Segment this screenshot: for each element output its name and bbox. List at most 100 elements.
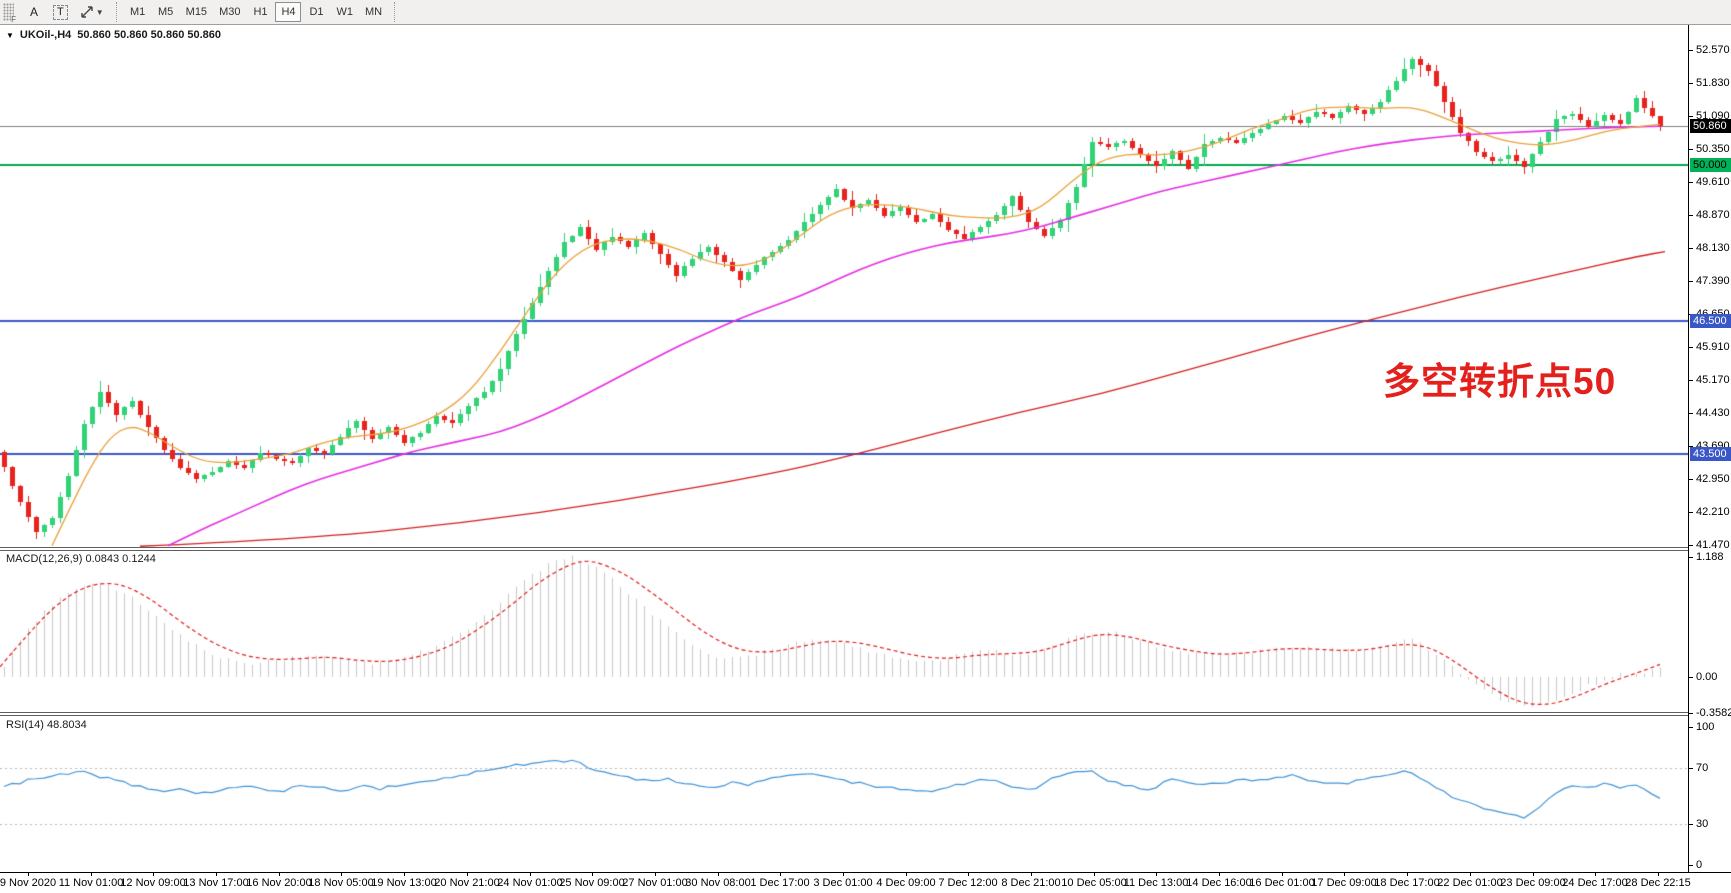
price-tick bbox=[1689, 214, 1693, 216]
timeframe-h4-button[interactable]: H4 bbox=[275, 2, 302, 22]
symbol-name: UKOil-,H4 bbox=[19, 29, 72, 41]
price-tick-label: 51.830 bbox=[1696, 76, 1730, 89]
time-tick bbox=[28, 873, 29, 876]
time-axis[interactable]: 9 Nov 2020 11 Nov 01:00 12 Nov 09:00 13 Nov… bbox=[0, 872, 1731, 893]
time-axis-label: 17 Dec 09:00 bbox=[1311, 877, 1377, 889]
timeframe-m1-button[interactable]: M1 bbox=[125, 2, 151, 22]
timeframe-m30-button[interactable]: M30 bbox=[214, 2, 245, 22]
price-tick-label: 41.470 bbox=[1696, 538, 1730, 551]
price-tick-label: 52.570 bbox=[1696, 43, 1730, 56]
time-tick bbox=[1094, 873, 1095, 876]
price-tick bbox=[1689, 115, 1693, 117]
time-tick bbox=[718, 873, 719, 876]
rsi-tick bbox=[1689, 823, 1693, 825]
time-axis-label: 11 Dec 13:00 bbox=[1123, 877, 1189, 889]
macd-indicator-label: MACD(12,26,9) 0.0843 0.1244 bbox=[6, 553, 156, 565]
time-axis-label: 4 Dec 09:00 bbox=[876, 877, 936, 889]
price-tick-label: 47.390 bbox=[1696, 274, 1730, 287]
time-tick bbox=[1533, 873, 1534, 876]
time-tick bbox=[279, 873, 280, 876]
time-axis-label: 10 Dec 05:00 bbox=[1061, 877, 1127, 889]
collapse-triangle-icon[interactable]: ▼ bbox=[6, 30, 14, 40]
time-tick bbox=[780, 873, 781, 876]
price-tick bbox=[1689, 544, 1693, 546]
time-tick bbox=[216, 873, 217, 876]
cursor-tool-button[interactable]: ▼ bbox=[75, 2, 109, 22]
price-tick-label: 45.170 bbox=[1696, 373, 1730, 386]
time-tick bbox=[906, 873, 907, 876]
timeframe-h1-button[interactable]: H1 bbox=[247, 2, 273, 22]
time-axis-label: 30 Nov 08:00 bbox=[685, 877, 751, 889]
price-tick bbox=[1689, 346, 1693, 348]
toolbar-drag-handle[interactable]: F bbox=[3, 3, 16, 24]
time-tick bbox=[1470, 873, 1471, 876]
time-axis-label: 27 Nov 01:00 bbox=[622, 877, 688, 889]
price-pane-canvas[interactable] bbox=[0, 25, 1688, 547]
chevron-down-icon: ▼ bbox=[95, 7, 104, 17]
time-tick bbox=[968, 873, 969, 876]
time-axis-label: 28 Dec 22:15 bbox=[1625, 877, 1691, 889]
price-level-badge: 50.860 bbox=[1690, 119, 1731, 134]
time-axis-label: 14 Dec 16:00 bbox=[1186, 877, 1252, 889]
time-axis-label: 3 Dec 01:00 bbox=[813, 877, 873, 889]
price-tick-label: 48.870 bbox=[1696, 208, 1730, 221]
time-tick bbox=[1282, 873, 1283, 876]
time-axis-label: 12 Nov 09:00 bbox=[120, 877, 186, 889]
pane-separator[interactable] bbox=[0, 712, 1731, 716]
time-axis-label: 20 Nov 21:00 bbox=[434, 877, 500, 889]
annotation-text: 多空转折点50 bbox=[1383, 361, 1617, 402]
price-tick bbox=[1689, 247, 1693, 249]
rsi-tick-label: 70 bbox=[1696, 762, 1709, 775]
time-axis-label: 24 Dec 17:00 bbox=[1562, 877, 1628, 889]
macd-tick bbox=[1689, 676, 1693, 678]
time-axis-label: 13 Nov 17:00 bbox=[183, 877, 249, 889]
symbol-info[interactable]: ▼ UKOil-,H4 50.860 50.860 50.860 50.860 bbox=[6, 29, 221, 41]
time-tick bbox=[530, 873, 531, 876]
text-tool-button[interactable]: T bbox=[48, 2, 73, 22]
timeframe-mn-button[interactable]: MN bbox=[360, 2, 387, 22]
price-tick bbox=[1689, 478, 1693, 480]
price-tick-label: 42.950 bbox=[1696, 472, 1730, 485]
time-axis-label: 19 Nov 13:00 bbox=[371, 877, 437, 889]
time-tick bbox=[404, 873, 405, 876]
price-tick bbox=[1689, 82, 1693, 84]
price-tick-label: 49.610 bbox=[1696, 175, 1730, 188]
price-level-badge: 43.500 bbox=[1690, 447, 1731, 462]
time-tick bbox=[1658, 873, 1659, 876]
macd-tick-label: 1.188 bbox=[1696, 550, 1724, 563]
toolbar-separator bbox=[394, 2, 396, 22]
macd-tick bbox=[1689, 556, 1693, 558]
price-level-badge: 46.500 bbox=[1690, 313, 1731, 328]
timeframe-w1-button[interactable]: W1 bbox=[331, 2, 358, 22]
timeframe-m15-button[interactable]: M15 bbox=[181, 2, 212, 22]
time-tick bbox=[1031, 873, 1032, 876]
time-tick bbox=[1344, 873, 1345, 876]
price-axis[interactable]: 52.570 51.830 51.090 50.350 49.610 48.870 48.1… bbox=[1688, 25, 1731, 872]
rsi-indicator-label: RSI(14) 48.8034 bbox=[6, 719, 87, 731]
pane-separator[interactable] bbox=[0, 547, 1731, 551]
macd-tick-label: -0.3582 bbox=[1696, 707, 1731, 720]
time-axis-label: 1 Dec 17:00 bbox=[750, 877, 810, 889]
cursor-arrows-icon bbox=[81, 6, 93, 18]
time-axis-label: 18 Dec 17:00 bbox=[1374, 877, 1440, 889]
price-tick-label: 48.130 bbox=[1696, 241, 1730, 254]
time-tick bbox=[1595, 873, 1596, 876]
price-tick-label: 44.430 bbox=[1696, 406, 1730, 419]
time-axis-label: 25 Nov 09:00 bbox=[559, 877, 625, 889]
font-tool-button[interactable]: A bbox=[22, 2, 46, 22]
timeframe-d1-button[interactable]: D1 bbox=[303, 2, 329, 22]
price-tick bbox=[1689, 280, 1693, 282]
macd-pane-canvas[interactable] bbox=[0, 551, 1688, 712]
text-tool-icon: T bbox=[53, 4, 68, 20]
rsi-tick bbox=[1689, 865, 1693, 867]
rsi-tick-label: 30 bbox=[1696, 817, 1709, 830]
time-tick bbox=[91, 873, 92, 876]
time-tick bbox=[843, 873, 844, 876]
timeframe-m5-button[interactable]: M5 bbox=[153, 2, 179, 22]
time-axis-label: 9 Nov 2020 bbox=[0, 877, 57, 889]
time-axis-label: 18 Nov 05:00 bbox=[308, 877, 374, 889]
toolbar-handle-label: F bbox=[11, 15, 16, 24]
price-tick bbox=[1689, 49, 1693, 51]
time-axis-label: 16 Nov 20:00 bbox=[246, 877, 312, 889]
rsi-pane-canvas[interactable] bbox=[0, 716, 1688, 872]
